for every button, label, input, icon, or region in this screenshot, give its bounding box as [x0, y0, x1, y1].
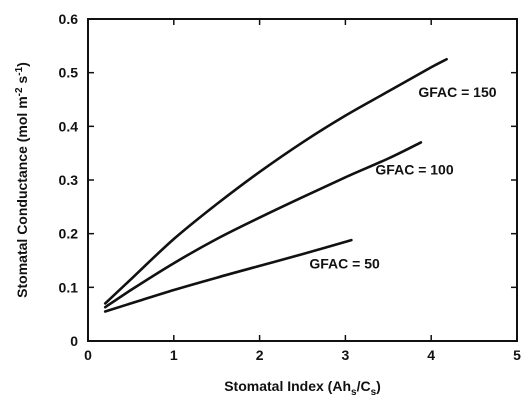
series-line-1 — [103, 57, 448, 305]
x-tick-label: 5 — [513, 347, 521, 363]
annotation-layer: GFAC = 150 GFAC = 100 GFAC = 50 — [309, 84, 496, 272]
y-tick-label: 0 — [70, 333, 78, 349]
x-tick-label: 3 — [342, 347, 350, 363]
y-tick-label: 0.4 — [59, 118, 79, 134]
plot-frame — [87, 18, 518, 342]
x-axis-ticks: 0 1 2 3 4 5 — [84, 19, 521, 363]
y-tick-label: 0.6 — [59, 11, 79, 27]
x-tick-label: 2 — [256, 347, 264, 363]
y-axis-title: Stomatal Conductance (mol m-2 s-1) — [14, 62, 30, 298]
series-label-2: GFAC = 100 — [375, 162, 453, 178]
y-tick-label: 0.3 — [59, 172, 79, 188]
series-label-1: GFAC = 150 — [418, 84, 496, 100]
x-tick-label: 0 — [84, 347, 92, 363]
series-line-3 — [103, 238, 353, 313]
y-tick-label: 0.2 — [59, 226, 79, 242]
y-tick-label: 0.1 — [59, 279, 79, 295]
y-tick-label: 0.5 — [59, 65, 79, 81]
y-axis-ticks: 0 0.1 0.2 0.3 0.4 0.5 0.6 — [59, 11, 517, 349]
x-tick-label: 4 — [427, 347, 435, 363]
series-label-3: GFAC = 50 — [309, 256, 380, 272]
x-tick-label: 1 — [170, 347, 178, 363]
x-axis-title: Stomatal Index (Ahs/Cs) — [224, 378, 381, 398]
series-line-2 — [103, 141, 423, 309]
series-layer — [103, 57, 448, 313]
